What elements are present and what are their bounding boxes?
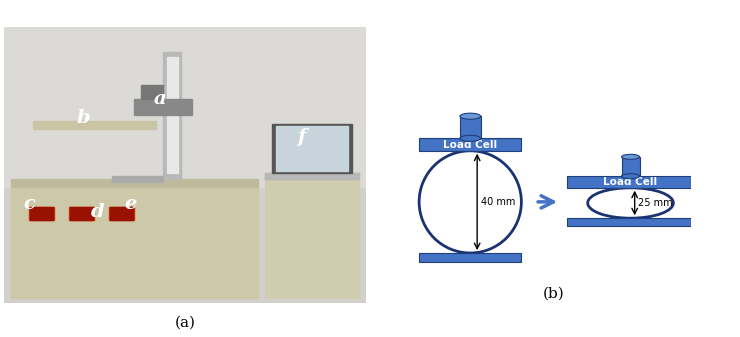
Bar bbox=[276, 126, 349, 171]
Bar bbox=[567, 176, 691, 188]
Bar bbox=[109, 207, 134, 220]
Bar bbox=[419, 138, 522, 151]
Text: Load Cell: Load Cell bbox=[443, 140, 497, 150]
Ellipse shape bbox=[622, 154, 639, 159]
Text: (b): (b) bbox=[542, 287, 564, 301]
Bar bbox=[141, 85, 164, 99]
Text: a: a bbox=[153, 90, 166, 108]
Bar bbox=[30, 207, 53, 220]
Bar bbox=[265, 174, 359, 179]
Text: b: b bbox=[77, 109, 90, 127]
Bar bbox=[265, 174, 359, 179]
Bar bbox=[29, 207, 55, 220]
Bar bbox=[460, 116, 480, 138]
Bar bbox=[134, 99, 192, 115]
Ellipse shape bbox=[460, 113, 480, 119]
Bar bbox=[265, 179, 359, 298]
Bar bbox=[33, 121, 156, 129]
Text: 25 mm: 25 mm bbox=[638, 198, 673, 208]
Text: Load Cell: Load Cell bbox=[603, 177, 658, 187]
Bar bbox=[272, 124, 352, 174]
Text: f: f bbox=[297, 128, 305, 147]
Bar bbox=[70, 207, 93, 220]
Bar bbox=[167, 57, 178, 174]
Bar bbox=[11, 187, 258, 298]
Bar bbox=[11, 179, 258, 187]
Text: 40 mm: 40 mm bbox=[481, 197, 516, 207]
Bar bbox=[112, 176, 164, 182]
Ellipse shape bbox=[622, 174, 639, 179]
Text: d: d bbox=[91, 203, 105, 221]
Text: (a): (a) bbox=[175, 316, 195, 330]
Text: e: e bbox=[124, 195, 137, 213]
Bar bbox=[567, 218, 691, 226]
Bar bbox=[69, 207, 95, 220]
Bar bbox=[622, 157, 639, 176]
Bar bbox=[4, 27, 366, 187]
Ellipse shape bbox=[460, 135, 480, 141]
Bar bbox=[110, 207, 133, 220]
Text: c: c bbox=[23, 195, 35, 213]
Bar bbox=[419, 253, 522, 262]
Bar bbox=[164, 52, 181, 179]
